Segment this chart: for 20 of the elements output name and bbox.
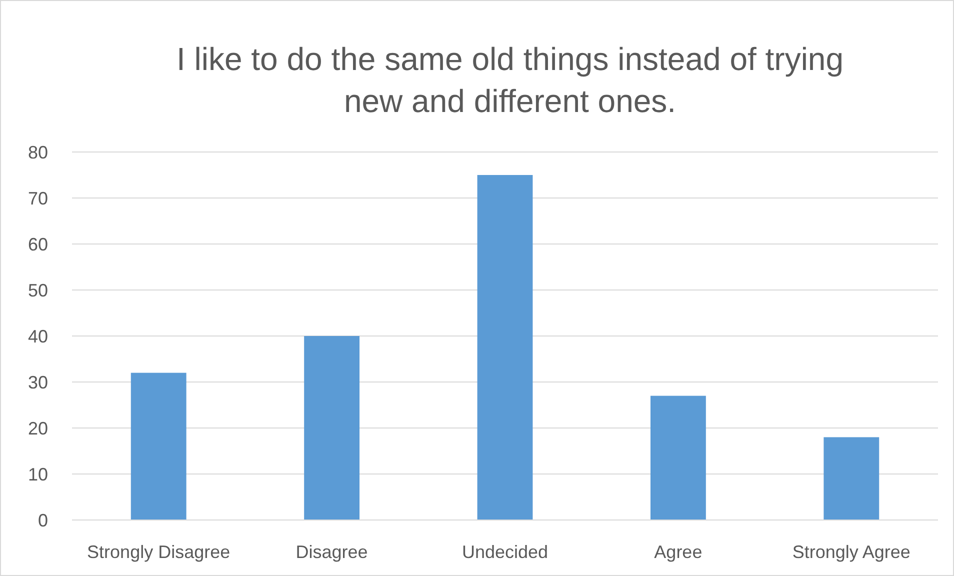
x-tick-label: Disagree <box>296 542 368 562</box>
x-tick-label: Strongly Disagree <box>87 542 230 562</box>
bar <box>650 396 706 520</box>
x-tick-label: Undecided <box>462 542 548 562</box>
y-tick-label: 10 <box>28 464 48 484</box>
y-tick-label: 40 <box>28 326 48 346</box>
bar <box>304 336 360 520</box>
bar <box>477 175 533 520</box>
x-tick-label: Strongly Agree <box>792 542 910 562</box>
bar <box>824 437 880 520</box>
y-tick-label: 20 <box>28 418 48 438</box>
y-tick-label: 80 <box>28 142 48 162</box>
x-tick-label: Agree <box>654 542 702 562</box>
y-tick-label: 50 <box>28 280 48 300</box>
y-tick-label: 60 <box>28 234 48 254</box>
chart-title: I like to do the same old things instead of trying new and different ones. <box>176 41 844 119</box>
y-tick-label: 70 <box>28 188 48 208</box>
y-tick-label: 30 <box>28 372 48 392</box>
y-tick-label: 0 <box>38 510 48 530</box>
bar <box>130 372 186 520</box>
